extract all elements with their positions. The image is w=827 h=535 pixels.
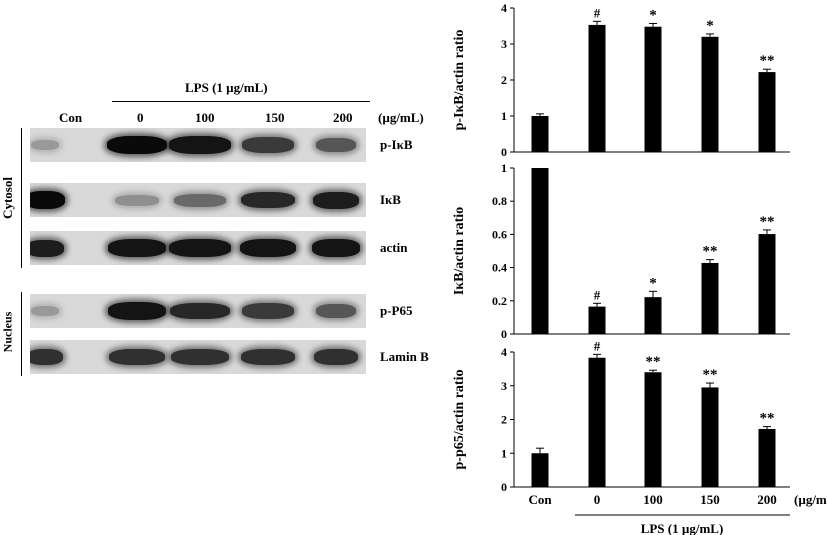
blot-band — [107, 239, 167, 257]
blot-band — [312, 191, 360, 209]
blot-unit-label: (µg/mL) — [378, 110, 424, 125]
bar — [531, 168, 549, 334]
row-label-actin: actin — [380, 240, 408, 255]
y-axis-label: p-IκB/actin ratio — [452, 30, 467, 131]
y-tick-label: 0.8 — [492, 194, 507, 208]
blot-band — [109, 349, 165, 365]
bar — [588, 357, 606, 487]
significance-mark: ** — [646, 354, 661, 370]
lane-label-con: Con — [59, 110, 83, 125]
y-tick-label: 0.2 — [492, 294, 507, 308]
y-axis-label: IκB/actin ratio — [452, 207, 467, 295]
significance-mark: ** — [760, 214, 775, 230]
significance-mark: ** — [703, 244, 718, 260]
x-group-label: LPS (1 µg/mL) — [641, 521, 724, 535]
blot-band — [30, 349, 64, 365]
significance-mark: ** — [760, 53, 775, 69]
bar — [588, 24, 606, 153]
y-tick-label: 2 — [501, 413, 507, 427]
bar — [758, 72, 776, 152]
bar — [531, 453, 549, 487]
blot-band — [31, 305, 59, 317]
y-tick-label: 2 — [501, 73, 507, 87]
bar — [758, 428, 776, 487]
y-tick-label: 1 — [501, 446, 507, 460]
blot-band — [241, 137, 295, 153]
row-label-ikb: IκB — [380, 192, 401, 207]
cytosol-bracket — [21, 128, 22, 268]
x-tick-label: Con — [528, 492, 552, 507]
y-tick-label: 0 — [501, 145, 507, 159]
lps-treatment-label: LPS (1 µg/mL) — [185, 80, 268, 95]
y-tick-label: 0.6 — [492, 227, 507, 241]
row-label-p-ikb: p-IκB — [380, 137, 413, 152]
y-tick-label: 0.4 — [492, 261, 507, 275]
significance-mark: ** — [703, 367, 718, 383]
blot-band — [239, 239, 297, 257]
significance-mark: * — [649, 7, 657, 23]
blot-band — [107, 136, 167, 154]
x-tick-label: 150 — [700, 492, 720, 507]
y-tick-label: 4 — [501, 1, 507, 15]
x-tick-label: 200 — [757, 492, 777, 507]
blot-band — [107, 302, 167, 320]
blot-band — [115, 194, 159, 206]
lane-label-0: 0 — [137, 110, 144, 125]
bar — [758, 234, 776, 334]
blot-band — [312, 239, 360, 257]
lps-bracket-line — [112, 101, 370, 102]
blot-band — [240, 191, 296, 209]
blot-band — [30, 239, 65, 257]
lane-label-200: 200 — [333, 110, 353, 125]
blot-strip-actin — [30, 231, 366, 265]
bar — [531, 116, 549, 152]
row-label-lamin-b: Lamin B — [380, 349, 429, 364]
blot-band — [170, 349, 230, 365]
blot-band — [174, 193, 226, 207]
significance-mark: # — [594, 338, 601, 353]
blot-strip-lamin-b — [30, 340, 366, 374]
y-tick-label: 3 — [501, 37, 507, 51]
bar — [644, 372, 662, 487]
blot-strip-p-ikb — [30, 128, 366, 162]
blot-band — [168, 136, 232, 154]
significance-mark: ** — [760, 411, 775, 427]
y-tick-label: 3 — [501, 379, 507, 393]
y-tick-label: 1 — [501, 161, 507, 175]
x-tick-label: 0 — [594, 492, 601, 507]
blot-band — [315, 138, 357, 152]
significance-mark: * — [706, 18, 714, 34]
significance-mark: # — [594, 5, 601, 20]
blot-band — [169, 302, 231, 320]
x-tick-label: 100 — [643, 492, 663, 507]
blot-band — [30, 191, 65, 209]
blot-band — [315, 304, 357, 318]
blot-band — [31, 139, 59, 151]
bar — [644, 26, 662, 152]
y-tick-label: 1 — [501, 109, 507, 123]
blot-strip-ikb — [30, 183, 366, 217]
significance-mark: * — [649, 275, 657, 291]
significance-mark: # — [594, 287, 601, 302]
blot-strip-p-p65 — [30, 294, 366, 328]
nucleus-bracket — [21, 292, 22, 376]
row-label-p-p65: p-P65 — [380, 303, 413, 318]
lane-label-100: 100 — [195, 110, 215, 125]
y-tick-label: 4 — [501, 345, 507, 359]
blot-band — [168, 239, 232, 257]
blot-band — [241, 349, 295, 365]
blot-band — [313, 349, 359, 365]
y-axis-label: p-p65/actin ratio — [452, 370, 467, 470]
y-tick-label: 0 — [501, 327, 507, 341]
blot-band — [241, 303, 295, 319]
bar — [701, 36, 719, 152]
bar — [644, 297, 662, 334]
x-unit-label: (µg/mL) — [794, 492, 827, 507]
bar — [588, 306, 606, 334]
y-tick-label: 0 — [501, 480, 507, 494]
bar — [701, 262, 719, 334]
bar — [701, 387, 719, 487]
lane-label-150: 150 — [265, 110, 285, 125]
